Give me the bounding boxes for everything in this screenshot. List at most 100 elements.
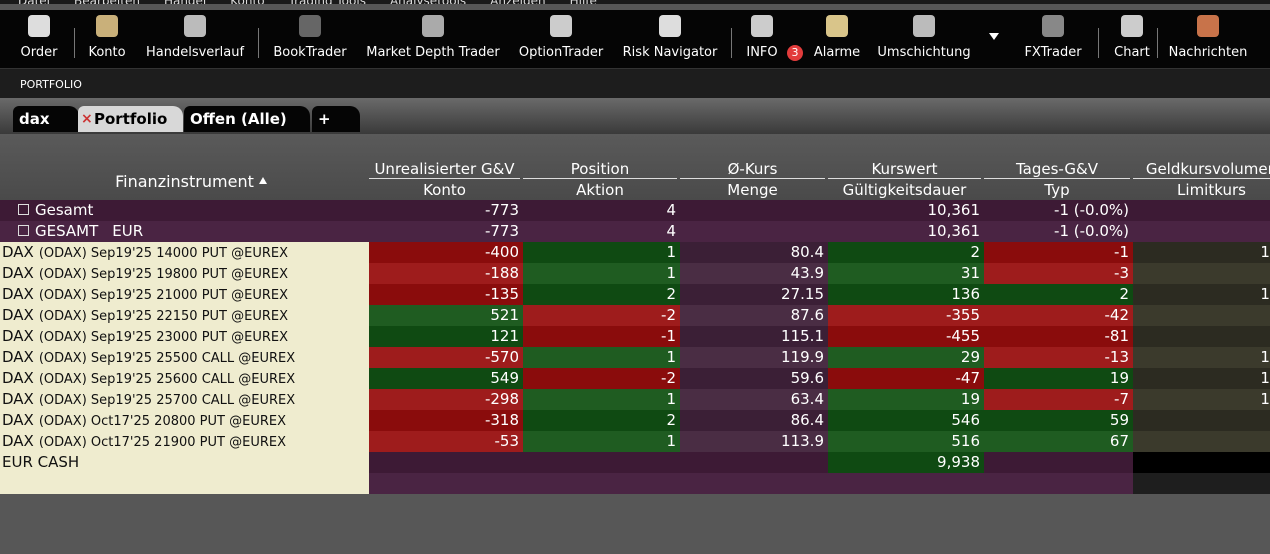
toolbar-icon[interactable]	[1197, 15, 1219, 37]
instrument-cell[interactable]: DAX (ODAX) Sep19'25 14000 PUT @EUREX	[0, 242, 369, 263]
instrument-symbol: DAX	[2, 348, 34, 366]
column-header[interactable]: Tages-G&V	[984, 160, 1130, 179]
toolbar-button[interactable]: Chart	[1114, 45, 1150, 60]
instrument-cell[interactable]: DAX (ODAX) Oct17'25 21900 PUT @EUREX	[0, 431, 369, 452]
toolbar-button[interactable]: Alarme	[813, 45, 861, 60]
toolbar-icon[interactable]	[1042, 15, 1064, 37]
column-header[interactable]: Geldkursvolumen	[1133, 160, 1270, 179]
column-subheader[interactable]: Typ	[1044, 181, 1070, 199]
toolbar-icon[interactable]	[184, 15, 206, 37]
dropdown-arrow[interactable]	[989, 33, 999, 40]
summary-row	[0, 200, 1270, 221]
toolbar-button[interactable]: Order	[20, 45, 58, 60]
instrument-cell[interactable]: DAX (ODAX) Sep19'25 25600 CALL @EUREX	[0, 368, 369, 389]
instrument-cell[interactable]: DAX (ODAX) Sep19'25 25700 CALL @EUREX	[0, 389, 369, 410]
cash-row-bg	[369, 452, 1133, 473]
position-cell: 75	[1133, 263, 1270, 284]
toolbar-icon[interactable]	[28, 15, 50, 37]
position-cell: 121	[369, 326, 523, 347]
column-header[interactable]: Unrealisierter G&V	[369, 160, 520, 179]
instrument-cell[interactable]: DAX (ODAX) Oct17'25 20800 PUT @EUREX	[0, 410, 369, 431]
toolbar-button[interactable]: OptionTrader	[518, 45, 604, 60]
summary-label[interactable]: Gesamt	[14, 200, 93, 221]
toolbar-icon[interactable]	[550, 15, 572, 37]
toolbar-button[interactable]: Risk Navigator	[622, 45, 718, 60]
column-header[interactable]: Ø-Kurs	[680, 160, 825, 179]
toolbar-icon[interactable]	[96, 15, 118, 37]
toolbar-icon[interactable]	[659, 15, 681, 37]
position-cell: -13	[984, 347, 1133, 368]
toolbar-button[interactable]: FXTrader	[1024, 45, 1082, 60]
toolbar-button[interactable]: Market Depth Trader	[366, 45, 500, 60]
menu-item[interactable]: Trading Tools	[289, 0, 366, 4]
toolbar-icon[interactable]	[826, 15, 848, 37]
tab[interactable]: Offen (Alle)	[184, 106, 310, 132]
instrument-cell[interactable]: DAX (ODAX) Sep19'25 23000 PUT @EUREX	[0, 326, 369, 347]
position-cell: 549	[369, 368, 523, 389]
position-cell: -2	[523, 368, 680, 389]
position-cell: 80.4	[680, 242, 828, 263]
position-cell: -1	[984, 242, 1133, 263]
summary-cell: -773	[484, 222, 519, 240]
expand-toggle[interactable]	[18, 204, 29, 215]
column-subheader[interactable]: Menge	[727, 181, 778, 199]
toolbar-separator	[1157, 28, 1158, 58]
column-subheader[interactable]: Konto	[423, 181, 466, 199]
column-header[interactable]: Kurswert	[828, 160, 981, 179]
tab[interactable]: +	[312, 106, 360, 132]
column-subheader[interactable]: Aktion	[576, 181, 624, 199]
instrument-symbol: DAX	[2, 306, 34, 324]
menu-item[interactable]: Hilfe	[570, 0, 597, 4]
table-header	[0, 134, 1270, 200]
toolbar-button[interactable]: Nachrichten	[1168, 45, 1248, 60]
position-cell: 136	[828, 284, 984, 305]
instrument-cell[interactable]: EUR CASH	[0, 452, 369, 473]
position-cell: 2	[984, 284, 1133, 305]
instrument-cell[interactable]: DAX (ODAX) Sep19'25 25500 CALL @EUREX	[0, 347, 369, 368]
menu-item[interactable]: Anzeigen	[490, 0, 545, 4]
position-cell: 75	[1133, 305, 1270, 326]
column-header[interactable]: Position	[523, 160, 677, 179]
menu-item[interactable]: Bearbeiten	[74, 0, 140, 4]
position-cell: 175	[1133, 284, 1270, 305]
menu-item[interactable]: Konto	[230, 0, 264, 4]
position-cell: -1	[523, 326, 680, 347]
column-subheader[interactable]: Gültigkeitsdauer	[842, 181, 967, 199]
position-cell: 75	[1133, 326, 1270, 347]
toolbar-button[interactable]: Handelsverlauf	[145, 45, 245, 60]
toolbar-button[interactable]: BookTrader	[273, 45, 347, 60]
position-cell: 29	[828, 347, 984, 368]
toolbar-icon[interactable]	[1121, 15, 1143, 37]
position-cell: 1	[523, 389, 680, 410]
column-subheader[interactable]: Limitkurs	[1177, 181, 1246, 199]
tab[interactable]: dax	[13, 106, 79, 132]
menu-item[interactable]: Handel	[164, 0, 206, 4]
position-cell: 175	[1133, 389, 1270, 410]
menu-item[interactable]: Analysetools	[390, 0, 466, 4]
toolbar-icon[interactable]	[751, 15, 773, 37]
toolbar-icon[interactable]	[422, 15, 444, 37]
toolbar-button[interactable]: Umschichtung	[877, 45, 971, 60]
tab[interactable]: Portfolio	[78, 106, 183, 132]
summary-currency: EUR	[112, 222, 144, 240]
position-cell: 19	[828, 389, 984, 410]
toolbar-icon[interactable]	[913, 15, 935, 37]
toolbar-button[interactable]: Konto	[88, 45, 126, 60]
position-cell: 75	[1133, 431, 1270, 452]
position-cell: -2	[523, 305, 680, 326]
instrument-cell[interactable]: DAX (ODAX) Sep19'25 21000 PUT @EUREX	[0, 284, 369, 305]
summary-label[interactable]: GESAMT EUR	[14, 221, 143, 242]
instrument-cell[interactable]: DAX (ODAX) Sep19'25 22150 PUT @EUREX	[0, 305, 369, 326]
instrument-cell[interactable]: DAX (ODAX) Sep19'25 19800 PUT @EUREX	[0, 263, 369, 284]
menu-item[interactable]: Datei	[18, 0, 50, 4]
toolbar-icon[interactable]	[299, 15, 321, 37]
expand-toggle[interactable]	[18, 225, 29, 236]
position-cell: 19	[984, 368, 1133, 389]
position-cell: -47	[828, 368, 984, 389]
instrument-detail: (ODAX) Oct17'25 20800 PUT @EUREX	[38, 414, 286, 429]
toolbar-button[interactable]: INFO	[746, 45, 778, 60]
summary-row	[0, 221, 1270, 242]
summary-cell: -1 (-0.0%)	[1054, 201, 1129, 219]
column-header[interactable]: Finanzinstrument	[115, 172, 254, 191]
tab-close[interactable]: ×	[81, 111, 93, 127]
